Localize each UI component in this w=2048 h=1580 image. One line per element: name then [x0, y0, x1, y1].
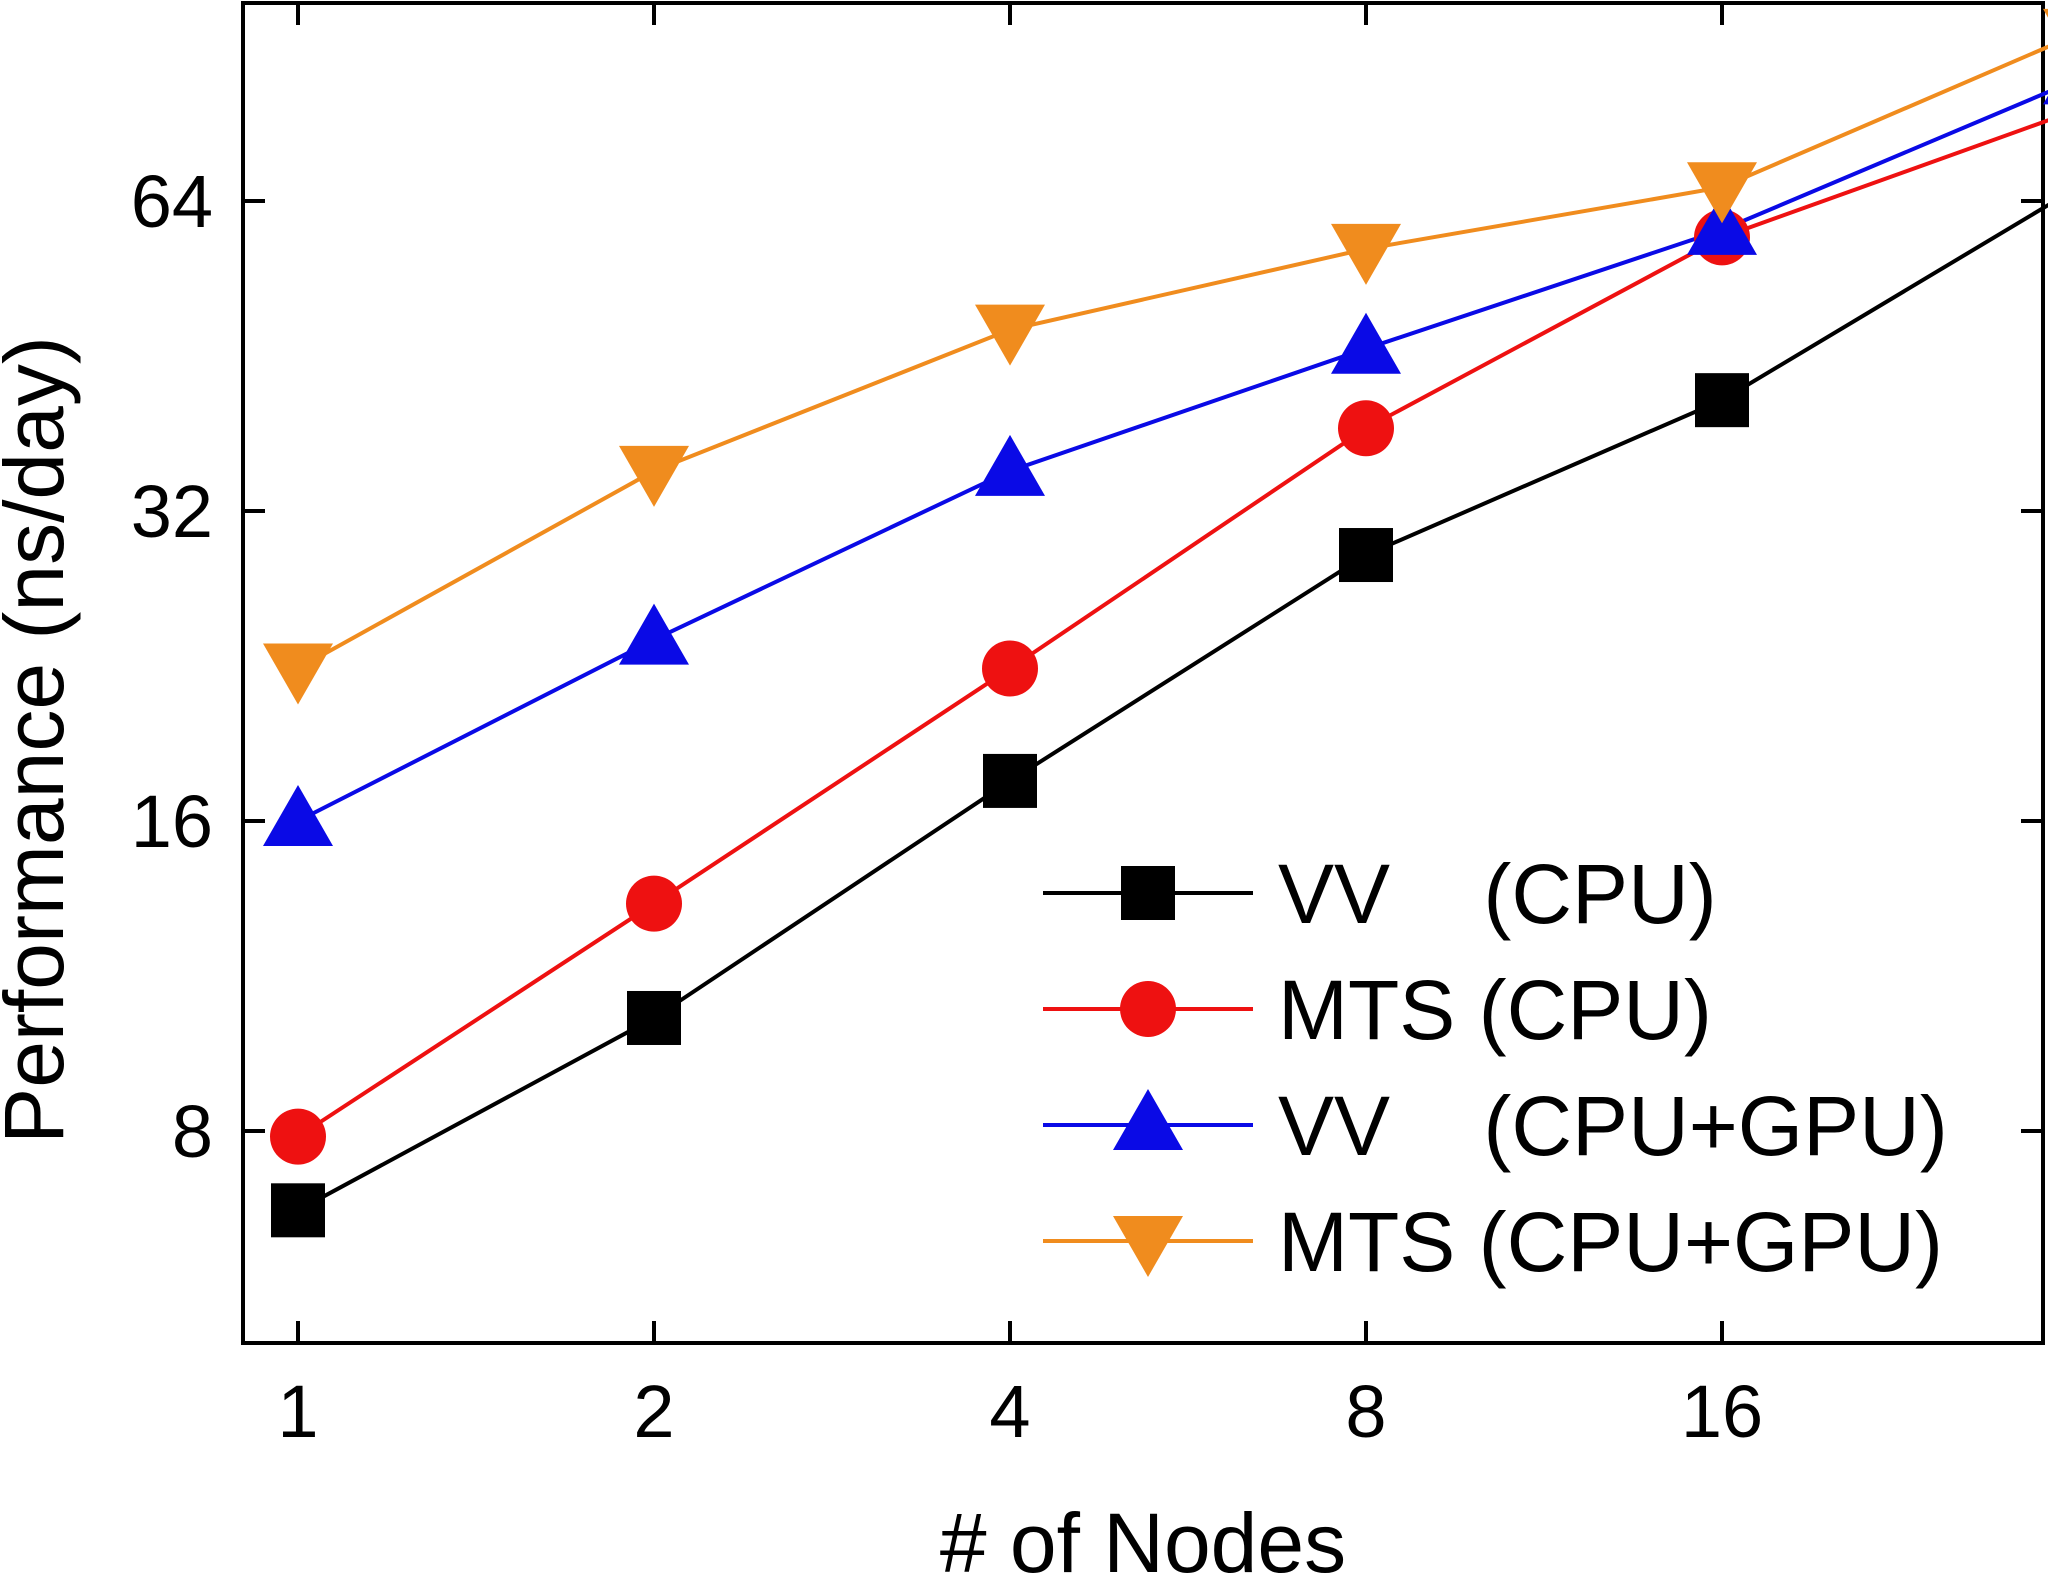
- y-axis-title: Performance (ns/day): [0, 336, 81, 1144]
- series-line-mts-cpu: [296, 118, 2048, 1139]
- data-point-vv-cpu-gpu: [2043, 95, 2048, 105]
- series-line-vv-cpu: [297, 202, 2048, 1213]
- data-point-vv-cpu: [1695, 373, 1749, 428]
- legend-label-mts-cpu-gpu: MTS (CPU+GPU): [1278, 1195, 1943, 1289]
- data-point-vv-cpu: [1339, 528, 1393, 583]
- data-point-vv-cpu-gpu: [619, 603, 689, 665]
- y-tick-label: 32: [131, 470, 213, 553]
- data-point-mts-cpu: [982, 640, 1038, 697]
- data-point-mts-cpu-gpu: [263, 643, 333, 705]
- legend-label-vv-cpu-gpu: VV (CPU+GPU): [1278, 1079, 1948, 1173]
- x-tick-label: 4: [989, 1370, 1030, 1453]
- data-point-mts-cpu-gpu: [975, 304, 1045, 366]
- y-axis-ticks: 8 16 32 64: [131, 160, 2043, 1173]
- data-point-mts-cpu-gpu: [2043, 8, 2048, 18]
- x-tick-label: 8: [1345, 1370, 1386, 1453]
- legend-label-vv-cpu: VV (CPU): [1278, 847, 1717, 941]
- data-point-mts-cpu: [1338, 400, 1394, 457]
- data-point-vv-cpu: [627, 990, 681, 1045]
- data-point-mts-cpu: [270, 1108, 326, 1165]
- y-tick-label: 64: [131, 160, 213, 243]
- data-point-mts-cpu-gpu: [1331, 223, 1401, 285]
- data-point-vv-cpu-gpu: [1687, 193, 1757, 255]
- x-axis-ticks: 1 2 4 8 16: [277, 3, 1763, 1453]
- series-lines: [296, 44, 2048, 1213]
- legend-label-mts-cpu: MTS (CPU): [1278, 963, 1712, 1057]
- y-tick-label: 16: [131, 780, 213, 863]
- x-tick-label: 16: [1681, 1370, 1763, 1453]
- x-axis-title: # of Nodes: [940, 1496, 1346, 1580]
- legend-marker-mts-cpu-gpu: [1113, 1216, 1183, 1277]
- data-point-vv-cpu: [983, 753, 1037, 808]
- x-tick-label: 1: [277, 1370, 318, 1453]
- legend: VV (CPU) MTS (CPU) VV (CPU+GPU) MTS (CPU+GP…: [1043, 847, 1948, 1289]
- data-point-vv-cpu: [271, 1183, 325, 1238]
- series-line-vv-cpu-gpu: [297, 89, 2048, 823]
- legend-marker-vv-cpu-gpu: [1113, 1089, 1183, 1150]
- series-line-mts-cpu-gpu: [297, 44, 2048, 671]
- plot-frame: [241, 1, 2045, 1345]
- series-markers: [263, 8, 2048, 1238]
- data-point-mts-cpu: [626, 875, 682, 932]
- y-tick-label: 8: [172, 1090, 213, 1173]
- data-point-mts-cpu-gpu: [619, 445, 689, 507]
- data-point-mts-cpu-gpu: [1687, 162, 1757, 224]
- data-point-vv-cpu-gpu: [1331, 312, 1401, 374]
- x-tick-label: 2: [633, 1370, 674, 1453]
- data-point-vv-cpu-gpu: [975, 434, 1045, 496]
- data-point-vv-cpu-gpu: [263, 785, 333, 846]
- legend-marker-vv-cpu: [1121, 866, 1175, 920]
- legend-marker-mts-cpu: [1120, 981, 1176, 1037]
